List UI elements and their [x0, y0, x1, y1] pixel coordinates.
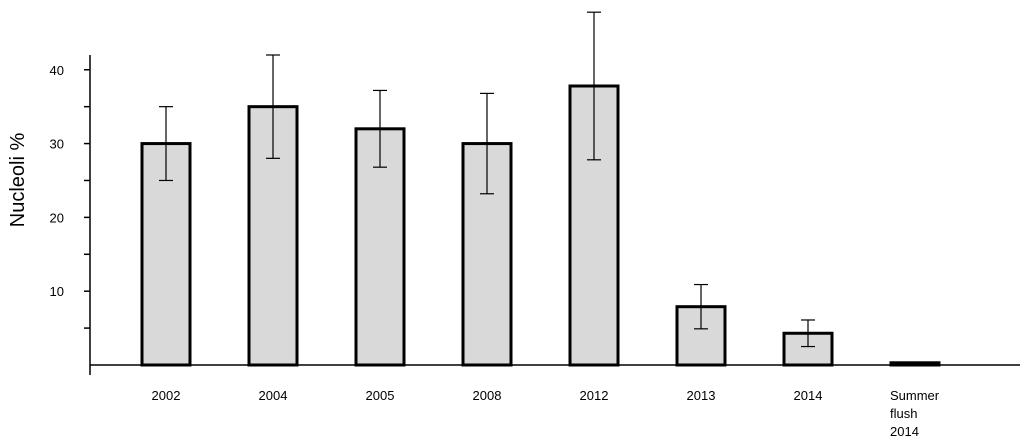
x-tick-label: 2002: [152, 388, 181, 403]
x-tick-label: 2014: [794, 388, 823, 403]
x-tick-label: 2013: [687, 388, 716, 403]
y-tick-label: 40: [50, 63, 64, 78]
x-tick-label: 2008: [473, 388, 502, 403]
y-tick-label: 10: [50, 284, 64, 299]
x-tick-label: 2004: [259, 388, 288, 403]
bar: [889, 361, 941, 367]
y-tick-label: 30: [50, 137, 64, 152]
x-tick-label: 2005: [366, 388, 395, 403]
x-tick-label: 2012: [580, 388, 609, 403]
x-tick-label: Summer flush 2014: [890, 388, 943, 439]
bar: [354, 127, 406, 367]
y-tick-label: 20: [50, 210, 64, 225]
bar: [782, 331, 834, 367]
y-axis-label: Nucleoli %: [7, 133, 29, 228]
